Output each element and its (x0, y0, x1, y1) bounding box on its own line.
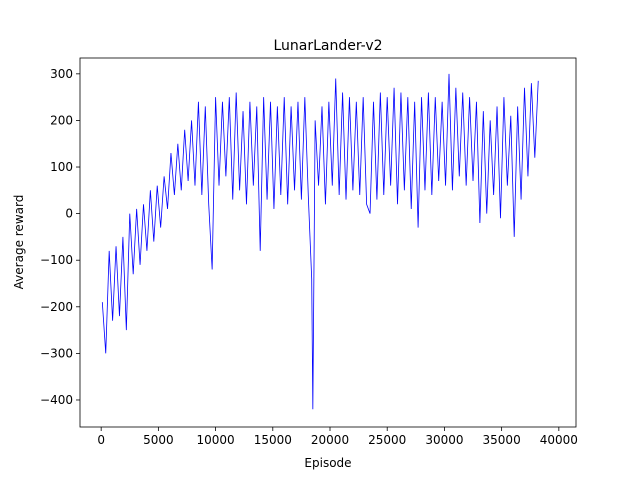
x-tick-label: 0 (97, 433, 105, 447)
x-tick-label: 30000 (425, 433, 463, 447)
x-tick-label: 20000 (311, 433, 349, 447)
y-tick-label: −400 (40, 393, 73, 407)
plot-frame (79, 57, 577, 428)
x-axis-label: Episode (304, 456, 351, 470)
y-axis-label: Average reward (12, 195, 26, 290)
x-tick-label: 25000 (368, 433, 406, 447)
chart-title: LunarLander-v2 (273, 38, 382, 54)
x-tick-label: 40000 (540, 433, 578, 447)
y-tick-label: −100 (40, 253, 73, 267)
x-tick-label: 10000 (196, 433, 234, 447)
x-tick-label: 15000 (254, 433, 292, 447)
x-tick-label: 35000 (483, 433, 521, 447)
x-tick-label: 5000 (143, 433, 174, 447)
y-tick-label: 300 (50, 67, 73, 81)
data-line (101, 73, 539, 410)
y-tick-label: 100 (50, 160, 73, 174)
y-tick-label: 200 (50, 113, 73, 127)
y-tick-label: −200 (40, 300, 73, 314)
y-tick-label: −300 (40, 346, 73, 360)
y-tick-label: 0 (65, 207, 73, 221)
